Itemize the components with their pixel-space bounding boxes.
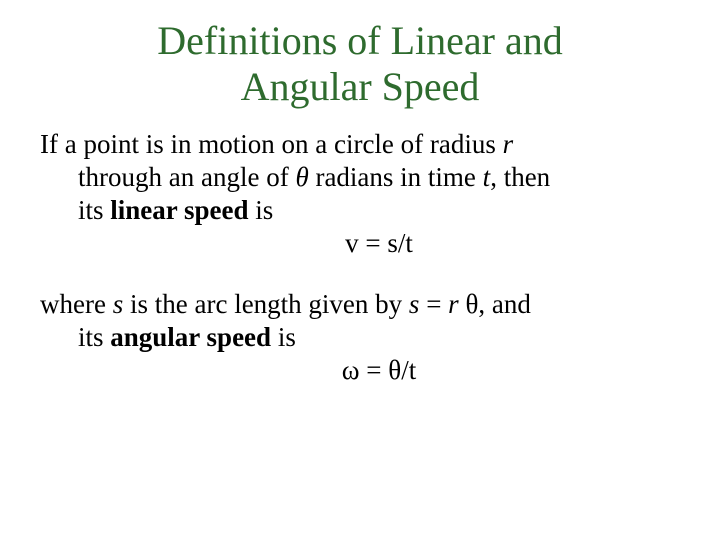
text: is the arc length given by [123,289,409,319]
text: radians in time [309,162,483,192]
text: , then [490,162,550,192]
text: = [419,289,448,319]
text: is [249,195,274,225]
var-s: s [113,289,124,319]
var-r: r [448,289,459,319]
text: If a point is in motion on a circle of r… [40,129,503,159]
var-s: s [409,289,420,319]
var-theta: θ [465,289,478,319]
var-r: r [503,129,514,159]
para2-line1: where s is the arc length given by s = r… [40,288,680,321]
paragraph-1: If a point is in motion on a circle of r… [40,128,680,260]
title-line-1: Definitions of Linear and [157,18,562,63]
text: its [78,195,110,225]
slide-title: Definitions of Linear and Angular Speed [40,18,680,110]
text: through an angle of [78,162,295,192]
para1-line1: If a point is in motion on a circle of r… [40,128,680,161]
term-linear-speed: linear speed [110,195,248,225]
para1-line3: its linear speed is [40,194,680,227]
para1-line2: through an angle of θ radians in time t,… [40,161,680,194]
text: its [78,322,110,352]
text: is [271,322,296,352]
term-angular-speed: angular speed [110,322,271,352]
formula-angular-speed: ω = θ/t [40,354,680,387]
title-line-2: Angular Speed [241,64,480,109]
paragraph-2: where s is the arc length given by s = r… [40,288,680,387]
var-theta: θ [295,162,308,192]
slide: Definitions of Linear and Angular Speed … [0,0,720,540]
text: where [40,289,113,319]
formula-linear-speed: v = s/t [40,227,680,260]
text: , and [478,289,530,319]
para2-line2: its angular speed is [40,321,680,354]
